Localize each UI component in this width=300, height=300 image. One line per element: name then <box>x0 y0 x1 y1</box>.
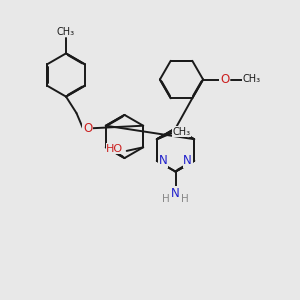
Text: N: N <box>159 154 168 167</box>
Text: O: O <box>83 122 92 135</box>
Text: CH₃: CH₃ <box>243 74 261 85</box>
Text: H: H <box>162 194 170 204</box>
Text: CH₃: CH₃ <box>172 127 190 137</box>
Text: O: O <box>220 73 229 86</box>
Text: CH₃: CH₃ <box>56 27 74 37</box>
Text: HO: HO <box>106 144 123 154</box>
Text: N: N <box>183 154 192 167</box>
Text: N: N <box>171 187 180 200</box>
Text: H: H <box>181 194 189 204</box>
